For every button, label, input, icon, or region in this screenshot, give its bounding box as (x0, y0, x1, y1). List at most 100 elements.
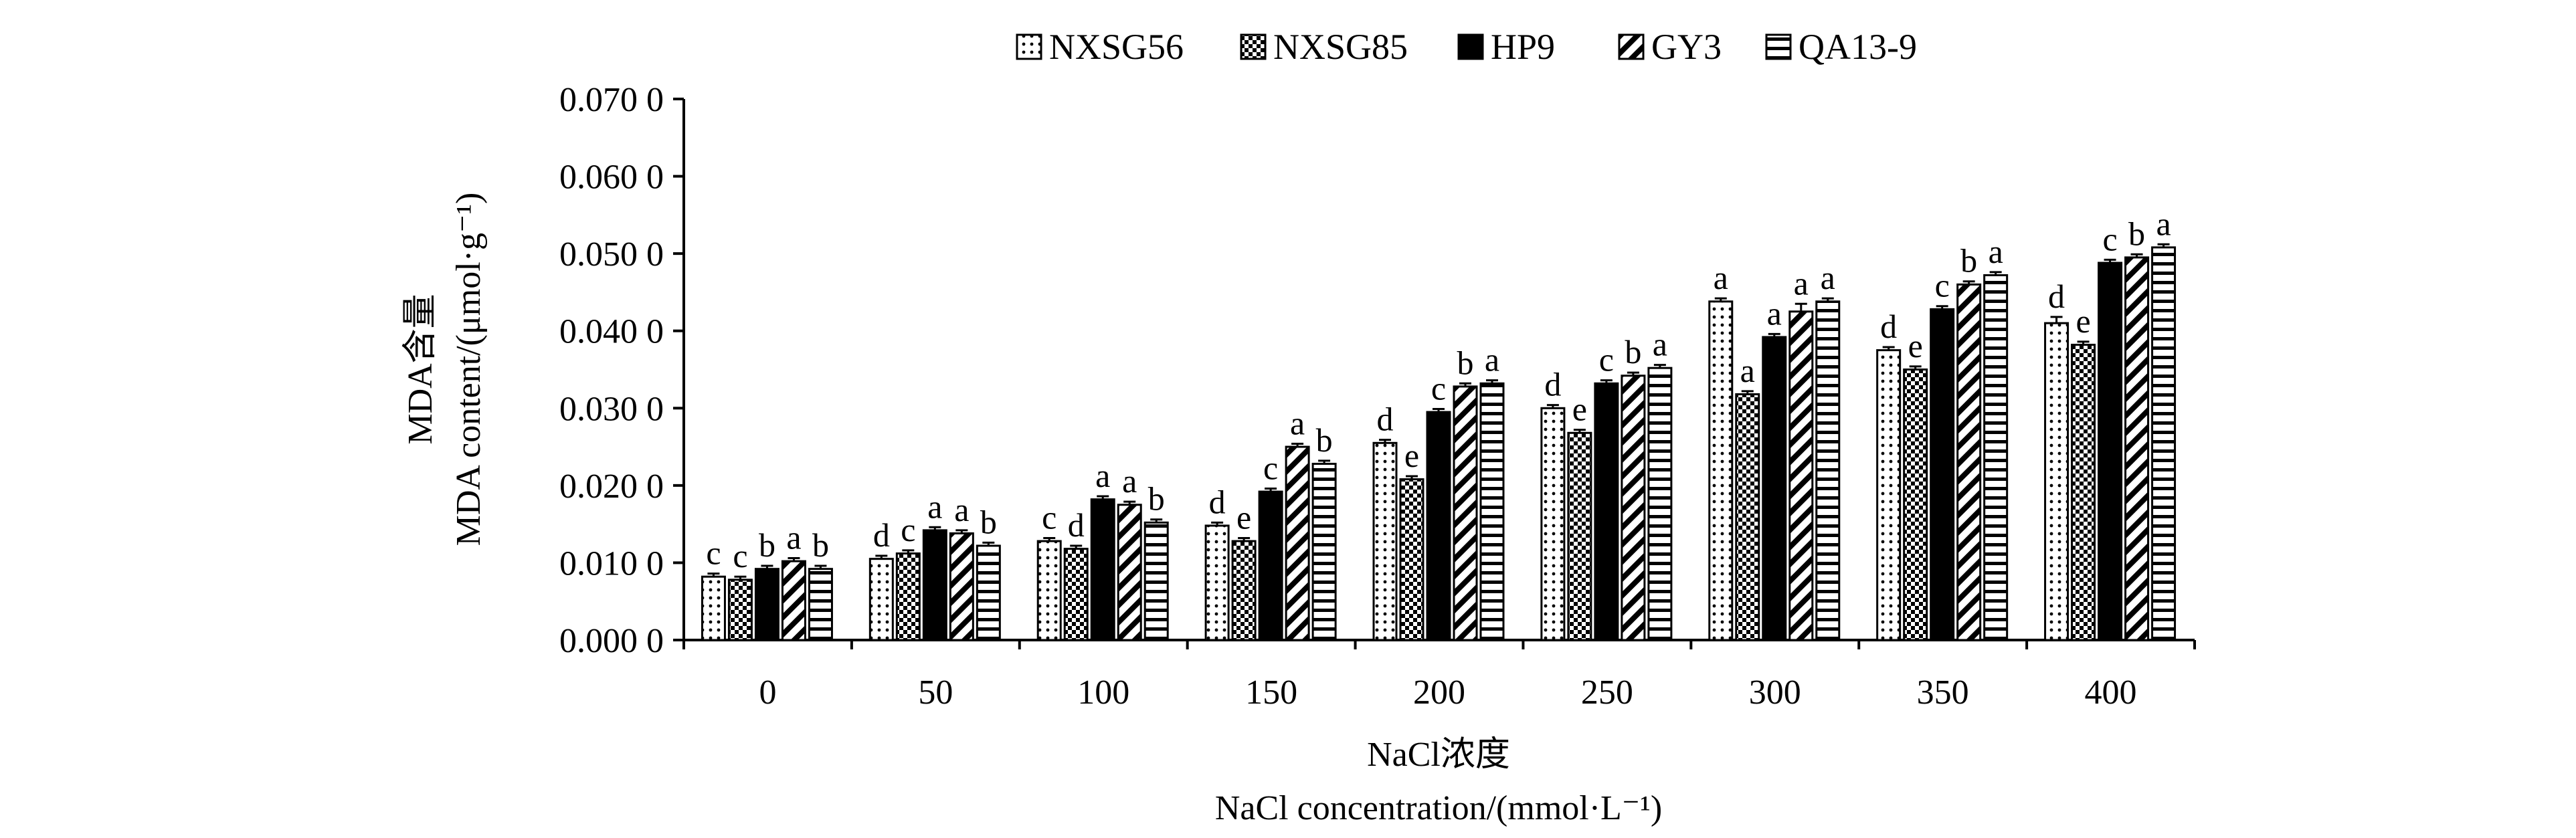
significance-label: c (706, 534, 721, 572)
significance-label: a (1095, 457, 1110, 494)
y-tick-label: 0.020 0 (559, 467, 664, 506)
significance-label: d (1068, 506, 1085, 544)
significance-label: b (1457, 344, 1474, 381)
legend-swatch (1240, 33, 1267, 60)
bar (781, 560, 806, 641)
bar (1231, 540, 1257, 641)
x-tick-label: 0 (759, 673, 776, 712)
significance-label: b (1316, 421, 1333, 459)
bar (949, 532, 974, 641)
significance-label: b (2128, 215, 2145, 252)
significance-label: e (1908, 327, 1923, 364)
y-axis: 0.000 0 0.010 0 0.020 0 0.030 0 0.040 0 0.050… (559, 81, 685, 660)
significance-label: a (954, 491, 969, 528)
significance-label: d (2048, 278, 2065, 315)
x-axis-title-en: NaCl concentration/(mmol·L⁻¹) (1215, 789, 1662, 827)
significance-label: d (1544, 366, 1561, 403)
bar (1399, 478, 1424, 641)
legend-swatch (1618, 33, 1645, 60)
bar (1956, 283, 1982, 641)
bar (1036, 540, 1062, 641)
bar (1762, 336, 1787, 641)
bar (1426, 411, 1451, 641)
x-tick-label: 50 (918, 673, 953, 712)
significance-label: a (1653, 326, 1667, 363)
bar (868, 558, 894, 641)
bar (1647, 366, 1673, 641)
significance-label: a (1821, 259, 1835, 296)
bar (754, 568, 779, 641)
legend-label: GY3 (1651, 27, 1722, 67)
bar (1311, 462, 1337, 641)
x-tick-label: 250 (1581, 673, 1633, 712)
significance-label: e (2076, 302, 2090, 340)
legend-swatch (1457, 33, 1484, 60)
legend-swatch (1016, 33, 1042, 60)
significance-label: b (1625, 333, 1641, 371)
significance-label: b (1960, 242, 1977, 280)
bar (1372, 441, 1398, 641)
bar (1788, 310, 1814, 641)
x-tick-label: 100 (1077, 673, 1129, 712)
significance-label: c (1599, 341, 1614, 379)
bar (2098, 261, 2123, 641)
significance-label: a (1794, 264, 1809, 302)
significance-label: e (1404, 437, 1419, 474)
legend-label: NXSG85 (1273, 27, 1408, 67)
significance-label: b (812, 526, 829, 564)
significance-label: c (1042, 498, 1056, 536)
x-tick-label: 400 (2085, 673, 2137, 712)
significance-label: d (1209, 483, 1226, 520)
bar (2151, 246, 2177, 641)
y-tick-label: 0.010 0 (559, 544, 664, 583)
bar (2124, 256, 2150, 641)
significance-label: a (1485, 341, 1499, 379)
significance-label: c (1431, 369, 1446, 407)
bar (1930, 308, 1955, 641)
significance-label: a (1767, 294, 1782, 332)
x-tick-label: 150 (1245, 673, 1297, 712)
significance-label: c (1263, 449, 1278, 486)
bar (1204, 524, 1230, 641)
x-axis: 0 50 100 150 200 250 300 350 400 (682, 639, 2196, 712)
bar (1815, 300, 1841, 641)
bar (895, 552, 921, 641)
x-tick-label: 350 (1917, 673, 1969, 712)
legend-label: QA13-9 (1799, 27, 1917, 67)
bar (701, 575, 726, 641)
significance-label: a (2156, 205, 2171, 242)
bar (808, 568, 833, 641)
y-tick-label: 0.040 0 (559, 313, 664, 351)
significance-label: d (873, 516, 890, 554)
y-tick-label: 0.000 0 (559, 622, 664, 660)
bar (1143, 521, 1169, 641)
bar (1735, 393, 1760, 641)
bar (1479, 382, 1505, 641)
legend-swatch (1765, 33, 1792, 60)
bar (1983, 274, 2009, 641)
legend: NXSG56 NXSG85 HP9 GY3 QA13-9 (1016, 27, 1917, 67)
significance-label: a (1740, 352, 1755, 389)
significance-label: b (980, 503, 997, 540)
x-tick-label: 300 (1749, 673, 1801, 712)
significance-label: a (1122, 462, 1137, 500)
significance-label: b (759, 526, 775, 564)
significance-label: b (1148, 480, 1165, 518)
significance-label: a (1989, 233, 2003, 270)
y-tick-label: 0.030 0 (559, 390, 664, 428)
bar (1594, 382, 1619, 641)
axis-titles: MDA含量 MDA content/(μmol·g⁻¹) NaCl浓度 NaCl co… (401, 193, 1662, 827)
significance-label: c (733, 537, 747, 574)
significance-label: c (2102, 220, 2117, 257)
y-tick-label: 0.070 0 (559, 81, 664, 119)
significance-label: e (1236, 498, 1251, 536)
bar (1876, 349, 1902, 641)
x-tick-label: 200 (1413, 673, 1465, 712)
bar (976, 544, 1001, 641)
bar (922, 529, 947, 641)
significance-label: c (1935, 267, 1950, 304)
y-tick-label: 0.050 0 (559, 235, 664, 274)
bar (2044, 322, 2069, 641)
